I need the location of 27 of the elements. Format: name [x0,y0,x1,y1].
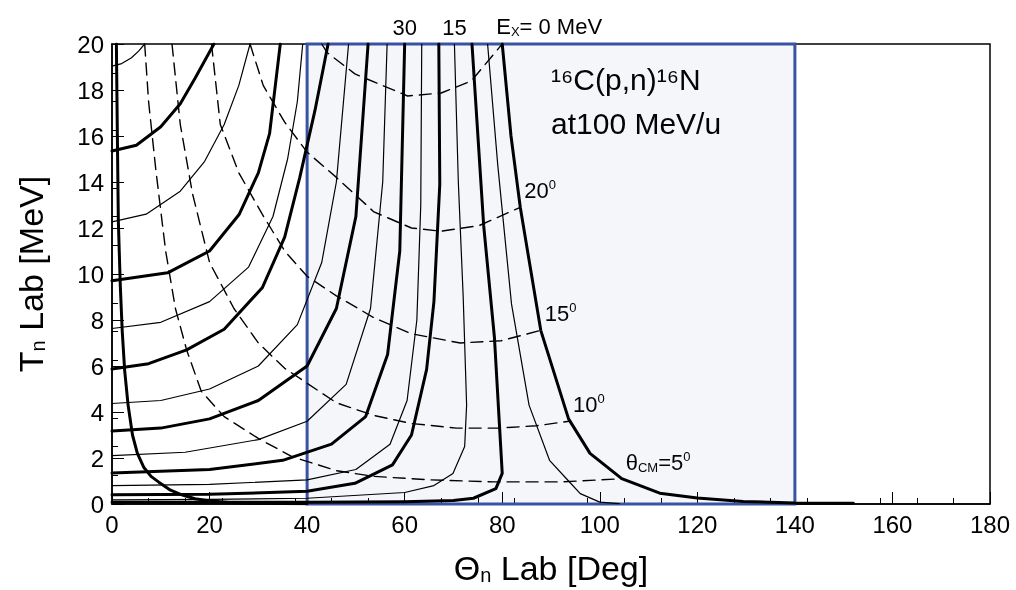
y-tick-label: 6 [90,352,104,380]
x-tick-label: 20 [196,510,223,538]
y-tick-label: 12 [77,214,104,242]
x-tick-label: 120 [677,510,718,538]
text: ¹⁶C(p,n)¹⁶N [551,62,701,96]
y-axis-title: Tn Lab [MeV] [11,175,50,373]
y-tick-label: 2 [90,444,104,472]
y-tick-label: 18 [77,76,104,104]
y-tick-label: 0 [90,490,104,518]
x-tick-label: 180 [969,510,1011,538]
x-axis-title: Θn Lab [Deg] [453,548,649,587]
x-tick-label: 60 [391,510,419,538]
y-tick-label: 20 [77,30,104,58]
x-tick-label: 100 [579,510,620,538]
y-tick-label: 10 [77,260,104,288]
y-tick-label: 16 [77,122,104,150]
y-tick-label: 4 [90,398,104,426]
x-tick-label: 80 [488,510,516,538]
text: at100 MeV/u [551,106,722,140]
x-tick-label: 160 [872,510,913,538]
x-tick-label: 40 [293,510,321,538]
y-tick-label: 14 [77,168,104,196]
x-tick-label: 140 [774,510,815,538]
y-tick-label: 8 [90,306,104,334]
annotation: EX= 0 MeV [496,14,603,39]
annotation: 15 [442,14,467,40]
annotation: 30 [392,14,417,40]
